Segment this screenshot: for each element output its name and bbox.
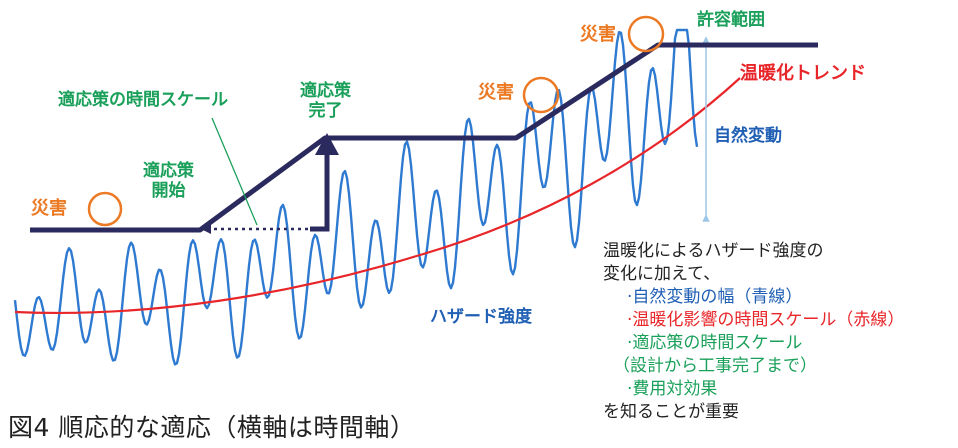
warming-trend-label: 温暖化トレンド [740,63,866,84]
disaster-label-1: 災害 [31,198,67,219]
adaptation-upgrade-arrowhead [315,133,339,155]
notes-item-cost-effectiveness: ·費用対効果 [627,379,718,399]
figure-caption: 図4 順応的な適応（横軸は時間軸） [8,413,416,442]
timescale-pointer-line [211,117,258,226]
tolerance-range-label: 許容範囲 [697,10,765,30]
notes-item-natural-variation: ·自然変動の幅（青線） [627,287,803,307]
disaster-circle-1 [87,191,123,227]
hazard-intensity-label: ハザード強度 [430,307,532,327]
notes-item-adaptation-timescale: ·適応策の時間スケール [627,333,803,353]
disaster-label-3: 災害 [580,24,616,45]
disaster-circle-2 [522,76,560,114]
natural-variation-label: 自然変動 [714,126,782,146]
hazard-intensity-line [13,28,699,366]
adaptation-timescale-label: 適応策の時間スケール [58,90,228,110]
adaptation-done-label: 適応策 完了 [300,81,351,121]
tolerance-range-line [30,42,818,233]
adaptation-upgrade-bracket [310,152,330,232]
notes-item-warming-timescale: ·温暖化影響の時間スケール（赤線） [627,310,905,330]
explanatory-notes: 温暖化によるハザード強度の 変化に加えて、 ·自然変動の幅（青線） ·温暖化影響… [603,240,904,424]
disaster-circle-3 [627,15,665,53]
warming-trend-line [14,77,741,315]
notes-intro-line-2: 変化に加えて、 [603,264,721,284]
notes-intro-line-1: 温暖化によるハザード強度の [603,241,824,261]
notes-item-design-to-completion: （設計から工事完了まで） [613,356,817,376]
adaptation-start-label: 適応策 開始 [143,161,194,201]
disaster-label-2: 災害 [478,82,514,103]
notes-outro: を知ることが重要 [603,402,739,422]
